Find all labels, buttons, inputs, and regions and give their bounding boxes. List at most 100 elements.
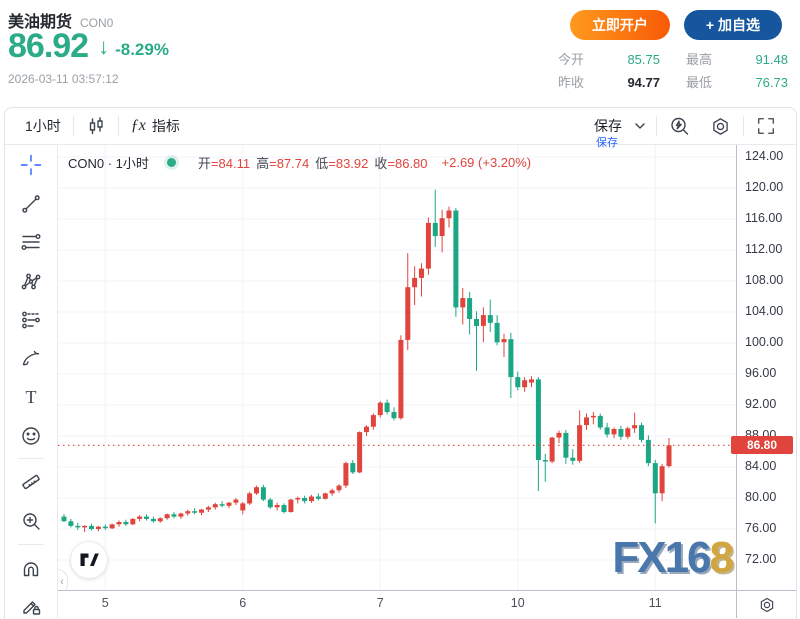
legend-pair: 收=86.80 <box>374 156 428 171</box>
price-tick-label: 92.00 <box>745 397 777 411</box>
brush-tool[interactable] <box>16 347 46 371</box>
zoom-in-tool[interactable] <box>16 509 46 533</box>
price-axis[interactable]: 86.80 72.00 76.00 80.00 84.00 88.00 92.00 96.0… <box>731 145 796 590</box>
chart-style-button[interactable] <box>76 112 116 140</box>
stat-item: 昨收 94.77 <box>558 75 660 91</box>
legend-series-name: CON0 · 1小时 <box>68 156 149 171</box>
stat-value: 91.48 <box>755 52 788 67</box>
forecast-tool[interactable] <box>16 308 46 332</box>
interval-button[interactable]: 1小时 <box>25 118 61 134</box>
time-axis[interactable]: 5 6 7 10 11 <box>58 590 736 618</box>
toolbar-divider <box>72 116 74 136</box>
drawing-toolbar: T <box>5 145 58 618</box>
trend-line-icon <box>22 195 40 213</box>
price-tick-label: 84.00 <box>745 459 777 473</box>
time-tick-label: 11 <box>648 596 662 610</box>
candlestick-chart <box>58 145 736 590</box>
axis-settings-corner[interactable] <box>737 590 796 618</box>
legend-ohlc: 开=84.11 高=87.74 低=83.92 收=86.80 <box>198 153 434 172</box>
chart-legend: CON0 · 1小时 开=84.11 高=87.74 低=83.92 收=86.80 … <box>68 153 531 172</box>
stat-item: 今开 85.75 <box>558 52 660 68</box>
time-tick-label: 7 <box>376 596 384 610</box>
page-title: 美油期货 <box>8 14 73 31</box>
add-watchlist-button[interactable]: + 加自选 <box>683 10 782 40</box>
price-tick-label: 124.00 <box>745 149 784 163</box>
time-tick-label: 6 <box>239 596 247 610</box>
save-button[interactable]: 保存 保存 <box>586 116 654 149</box>
change-percent: -8.29% <box>115 39 169 59</box>
symbol-code: CON0 <box>80 16 114 30</box>
fib-retracement-icon <box>21 234 41 251</box>
save-tooltip: 保存 <box>596 137 618 149</box>
crosshair-tool[interactable] <box>16 153 46 177</box>
tools-divider <box>18 543 44 545</box>
tradingview-logo-icon <box>80 553 99 566</box>
stats-grid: 今开 85.75 最高 91.48 昨收 94.77 最低 76.73 <box>558 52 788 91</box>
toolbar-divider <box>656 116 657 136</box>
status-dot-icon <box>166 158 176 167</box>
text-tool[interactable]: T <box>16 385 46 409</box>
price-tick-label: 80.00 <box>745 490 777 504</box>
price-tick-label: 108.00 <box>745 273 784 287</box>
price-row: 86.92 ↓ -8.29% <box>8 27 169 66</box>
price-tick-label: 120.00 <box>745 180 784 194</box>
brush-icon <box>22 351 40 366</box>
down-arrow-icon: ↓ <box>98 33 110 59</box>
svg-text:T: T <box>26 387 37 407</box>
stat-value: 85.75 <box>627 52 660 67</box>
price-tick-label: 112.00 <box>745 242 783 256</box>
current-price-label: 86.80 <box>731 436 793 455</box>
chart-toolbar: 1小时 ƒx 指标 保存 保存 <box>5 108 796 149</box>
timestamp: 2026-03-11 03:57:12 <box>8 72 119 86</box>
price-tick-label: 96.00 <box>745 366 777 380</box>
magnet-tool[interactable] <box>16 556 46 580</box>
stat-value: 76.73 <box>755 75 788 90</box>
fib-retracement-tool[interactable] <box>16 231 46 255</box>
fullscreen-icon <box>758 118 774 134</box>
stat-value: 94.77 <box>627 75 660 90</box>
legend-change: +2.69 (+3.20%) <box>441 155 532 170</box>
fx-icon: ƒx <box>130 117 146 134</box>
price-tick-label: 104.00 <box>745 304 784 318</box>
trend-line-tool[interactable] <box>16 192 46 216</box>
stat-label: 昨收 <box>558 75 585 90</box>
price-tick-label: 100.00 <box>745 335 784 349</box>
stat-item: 最高 91.48 <box>686 52 788 68</box>
stat-item: 最低 76.73 <box>686 75 788 91</box>
fullscreen-button[interactable] <box>746 112 786 140</box>
ruler-icon <box>22 475 40 490</box>
instrument-title-row: 美油期货 CON0 <box>8 8 113 32</box>
stat-label: 最低 <box>686 75 713 90</box>
price-tick-label: 72.00 <box>745 552 777 566</box>
tradingview-logo[interactable] <box>70 541 108 579</box>
ruler-tool[interactable] <box>16 470 46 494</box>
last-price: 86.92 <box>8 27 89 65</box>
quick-search-button[interactable] <box>659 112 700 140</box>
xabcd-pattern-icon <box>21 273 41 290</box>
draw-lock-icon <box>23 601 41 615</box>
candlestick-icon <box>89 117 103 135</box>
open-account-button[interactable]: 立即开户 <box>569 10 670 40</box>
stat-label: 今开 <box>558 52 585 67</box>
gear-icon <box>760 597 773 612</box>
stat-label: 最高 <box>686 52 713 67</box>
crosshair-icon <box>20 154 42 176</box>
chart-plot-area[interactable]: CON0 · 1小时 开=84.11 高=87.74 低=83.92 收=86.80 … <box>58 145 736 590</box>
zoom-in-icon <box>23 513 40 530</box>
draw-lock-tool[interactable] <box>16 594 46 618</box>
emoji-tool[interactable] <box>16 424 46 448</box>
toolbar-divider <box>117 116 119 136</box>
indicators-button[interactable]: ƒx 指标 <box>130 117 180 134</box>
forecast-icon <box>22 311 40 329</box>
price-tick-label: 116.00 <box>745 211 783 225</box>
legend-pair: 低=83.92 <box>315 156 369 171</box>
chart-settings-button[interactable] <box>700 112 741 140</box>
header: 美油期货 CON0 86.92 ↓ -8.29% 2026-03-11 03:5… <box>0 0 800 107</box>
legend-pair: 开=84.11 <box>197 156 251 171</box>
toolbar-divider <box>743 116 744 136</box>
xabcd-pattern-tool[interactable] <box>16 269 46 293</box>
chevron-down-icon <box>635 123 645 129</box>
price-tick-label: 76.00 <box>745 521 777 535</box>
magnet-icon <box>23 561 39 576</box>
flash-search-icon <box>671 117 689 135</box>
